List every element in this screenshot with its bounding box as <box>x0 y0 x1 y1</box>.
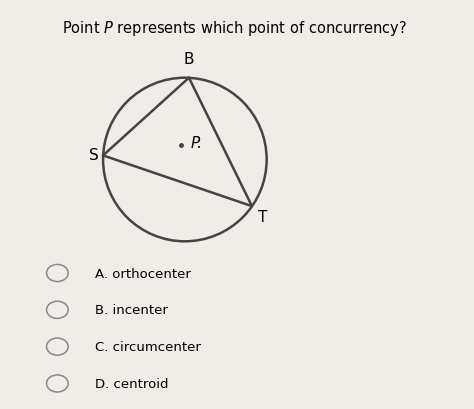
Text: A. orthocenter: A. orthocenter <box>95 267 191 281</box>
Text: P.: P. <box>191 136 202 151</box>
Text: B. incenter: B. incenter <box>95 304 168 317</box>
Text: B: B <box>184 52 194 67</box>
Text: Point $P$ represents which point of concurrency?: Point $P$ represents which point of conc… <box>62 19 407 38</box>
Text: D. centroid: D. centroid <box>95 378 168 391</box>
Text: T: T <box>258 210 268 225</box>
Text: C. circumcenter: C. circumcenter <box>95 341 201 354</box>
Text: S: S <box>89 148 99 163</box>
